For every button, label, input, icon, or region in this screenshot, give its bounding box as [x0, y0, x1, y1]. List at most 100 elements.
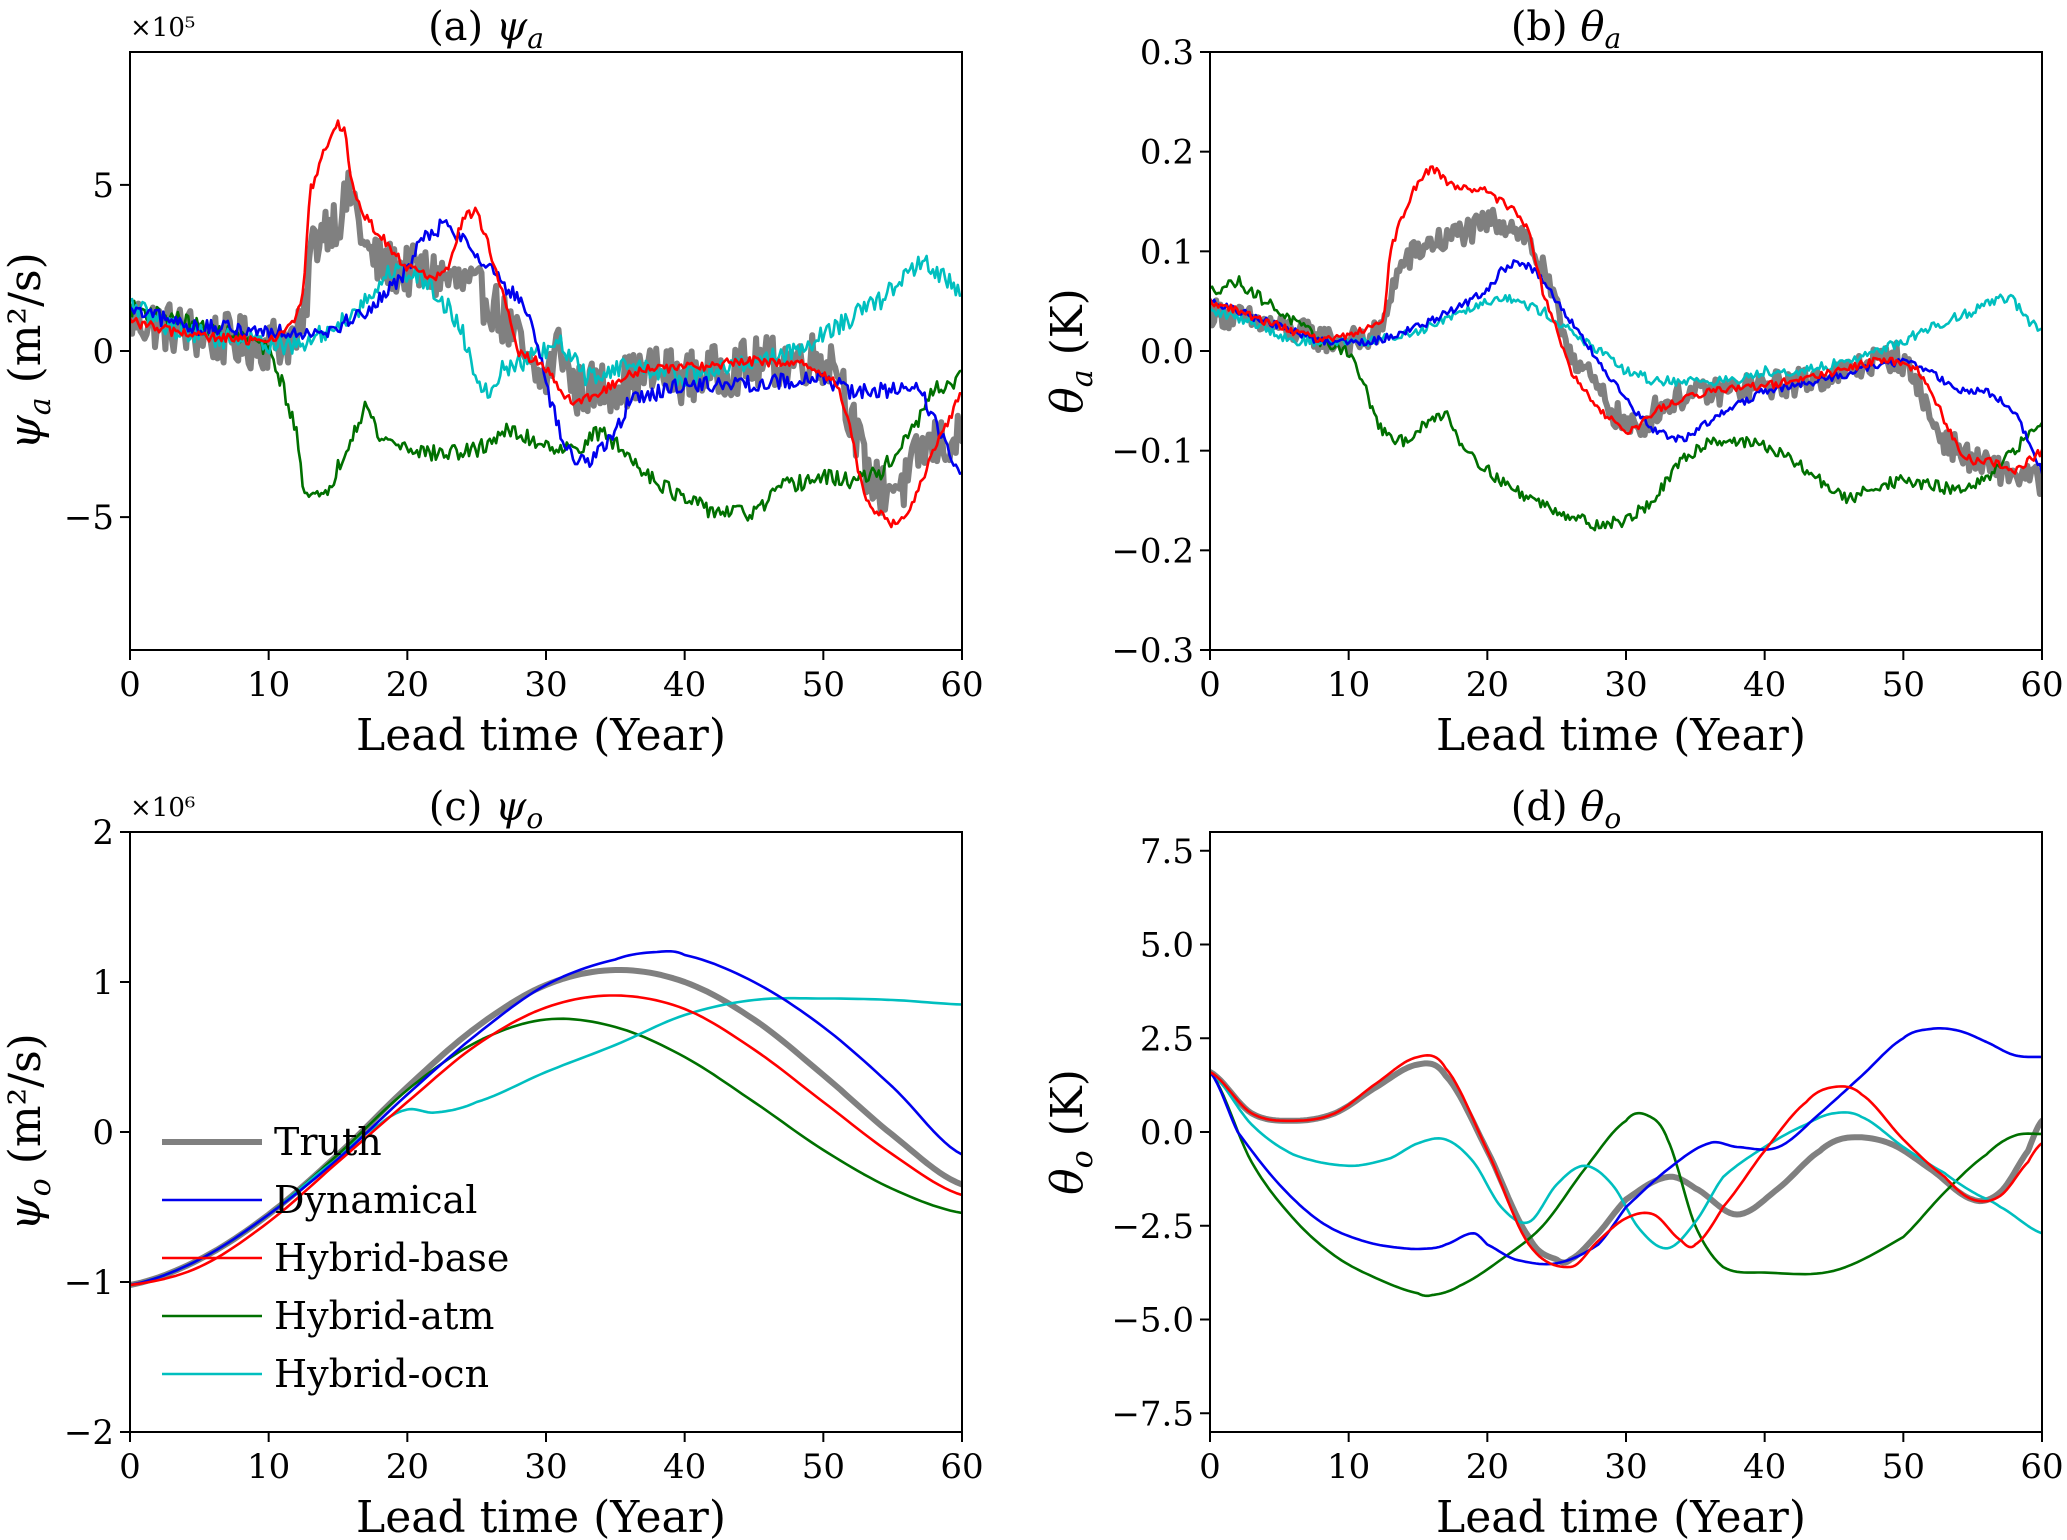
series-line-truth	[130, 169, 962, 516]
y-axis-unit: (K)	[1042, 1069, 1093, 1150]
panel-title: (a) ψa	[428, 4, 544, 55]
y-tick-label: 0	[92, 332, 114, 372]
x-tick-label: 40	[1743, 1447, 1786, 1487]
y-axis-label: ψo (m²/s)	[0, 1033, 58, 1231]
y-tick-label: −7.5	[1111, 1394, 1194, 1434]
legend-label-hybrid-base: Hybrid-base	[274, 1236, 509, 1280]
x-tick-label: 50	[1882, 1447, 1925, 1487]
x-tick-label: 30	[524, 1447, 567, 1487]
axes-frame	[1209, 831, 2043, 1433]
y-tick-label: 1	[92, 963, 114, 1003]
panel-letter: (a)	[428, 4, 496, 50]
y-tick-label: 0.3	[1140, 33, 1194, 73]
x-tick-label: 10	[247, 1447, 290, 1487]
y-axis-symbol: θ	[1042, 387, 1093, 414]
y-axis-symbol: θ	[1042, 1168, 1093, 1195]
x-tick-label: 40	[1743, 665, 1786, 705]
x-tick-label: 0	[119, 665, 141, 705]
legend-label-hybrid-ocn: Hybrid-ocn	[274, 1352, 489, 1396]
series-line-dynamical	[130, 950, 962, 1287]
y-tick-label: 0.1	[1140, 232, 1194, 272]
axes-frame	[129, 831, 963, 1433]
y-tick-label: −0.2	[1111, 531, 1194, 571]
x-tick-label: 60	[2020, 665, 2063, 705]
x-tick-label: 50	[802, 1447, 845, 1487]
x-tick-label: 60	[940, 665, 983, 705]
legend-label-hybrid-atm: Hybrid-atm	[274, 1294, 494, 1338]
y-axis-subscript: a	[23, 397, 58, 415]
panel-subscript: a	[1604, 22, 1621, 55]
y-axis-label: θa (K)	[1042, 288, 1100, 414]
x-tick-label: 0	[1199, 665, 1221, 705]
series-line-hybrid-base	[130, 119, 962, 529]
x-axis-label: Lead time (Year)	[356, 710, 726, 761]
y-tick-label: −2.5	[1111, 1207, 1194, 1247]
panel-subscript: o	[1604, 802, 1621, 835]
x-tick-label: 0	[119, 1447, 141, 1487]
series-line-dynamical	[1210, 1027, 2042, 1266]
x-tick-label: 40	[663, 665, 706, 705]
y-tick-label: 7.5	[1140, 832, 1194, 872]
series-line-hybrid-base	[130, 994, 962, 1287]
x-tick-label: 50	[1882, 665, 1925, 705]
x-tick-label: 30	[1604, 665, 1647, 705]
y-tick-label: −2	[64, 1413, 114, 1453]
series-line-hybrid-atm	[1210, 1070, 2042, 1298]
series-line-truth	[1210, 1060, 2042, 1266]
panel-b: 0 10 20 30 40 50 60 −0.3 −0.2 −0.1 0.0 0.1 0.2 0.3 Lea…	[1042, 4, 2064, 761]
x-axis-label: Lead time (Year)	[1436, 1492, 1806, 1540]
series-line-hybrid-atm	[130, 299, 962, 522]
y-axis-label: ψa (m²/s)	[0, 252, 58, 450]
y-axis-subscript: a	[1065, 369, 1100, 387]
panel-symbol: ψ	[496, 4, 528, 50]
panel-a: 0 10 20 30 40 50 60 −5 0 5 ×10⁵ Lead time (Year) ψa …	[0, 4, 984, 761]
panel-subscript: o	[526, 802, 543, 835]
panel-letter: (b)	[1511, 4, 1581, 50]
x-tick-label: 10	[1327, 1447, 1370, 1487]
panel-title: (d) θo	[1511, 784, 1621, 835]
y-tick-label: 0.0	[1140, 1113, 1194, 1153]
panel-title: (c) ψo	[429, 784, 544, 835]
y-axis-unit: (m²/s)	[0, 252, 51, 397]
y-axis-unit: (m²/s)	[0, 1033, 51, 1178]
series-line-hybrid-atm	[130, 1017, 962, 1287]
series-line-hybrid-ocn	[130, 254, 962, 399]
series-line-hybrid-atm	[1210, 275, 2042, 532]
y-axis-subscript: o	[23, 1178, 58, 1196]
x-tick-label: 30	[524, 665, 567, 705]
panel-symbol: θ	[1580, 4, 1604, 50]
x-tick-label: 40	[663, 1447, 706, 1487]
x-tick-label: 0	[1199, 1447, 1221, 1487]
series-line-truth	[1210, 206, 2042, 497]
series-line-truth	[130, 967, 962, 1288]
y-tick-label: 0.2	[1140, 133, 1194, 173]
y-axis-symbol: ψ	[0, 415, 51, 450]
y-tick-label: 2	[92, 813, 114, 853]
panel-subscript: a	[527, 22, 544, 55]
y-tick-label: −1	[64, 1263, 114, 1303]
x-tick-label: 30	[1604, 1447, 1647, 1487]
y-tick-label: −5.0	[1111, 1301, 1194, 1341]
axis-scale-label: ×10⁵	[130, 13, 195, 43]
x-tick-label: 10	[1327, 665, 1370, 705]
x-tick-label: 10	[247, 665, 290, 705]
y-tick-label: 2.5	[1140, 1019, 1194, 1059]
y-tick-label: 0.0	[1140, 332, 1194, 372]
x-tick-label: 60	[940, 1447, 983, 1487]
x-tick-label: 20	[386, 665, 429, 705]
x-tick-label: 20	[1466, 665, 1509, 705]
legend-label-dynamical: Dynamical	[274, 1178, 477, 1222]
axis-scale-label: ×10⁶	[130, 793, 195, 823]
series-line-hybrid-base	[1210, 165, 2042, 475]
series-group	[1210, 165, 2042, 532]
series-group	[1210, 1027, 2042, 1298]
series-line-dynamical	[1210, 259, 2042, 475]
y-axis-unit: (K)	[1042, 288, 1093, 369]
series-line-dynamical	[130, 218, 962, 475]
y-axis-subscript: o	[1065, 1150, 1100, 1168]
y-tick-label: −0.3	[1111, 631, 1194, 671]
y-tick-label: 5	[92, 166, 114, 206]
panel-letter: (d)	[1511, 784, 1581, 830]
y-axis-symbol: ψ	[0, 1196, 51, 1231]
